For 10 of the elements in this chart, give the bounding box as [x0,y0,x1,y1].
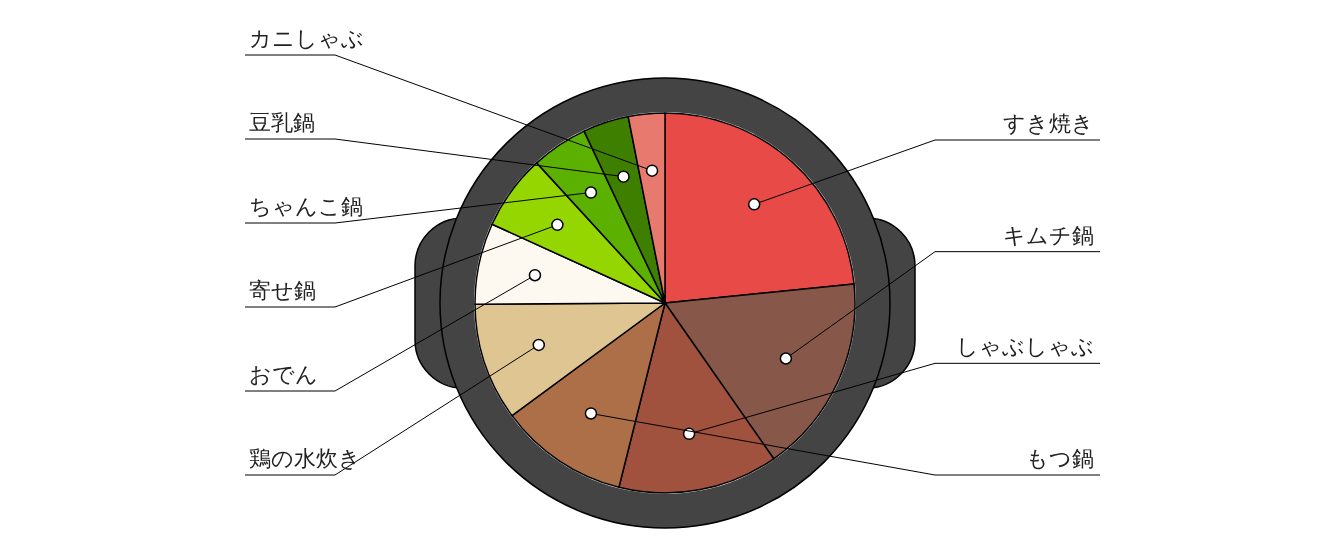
slice-label: もつ鍋 [1026,446,1094,471]
slice-label: 鶏の水炊き [249,446,361,471]
slice-label: カニしゃぶ [249,26,364,51]
slice-label: ちゃんこ鍋 [249,194,363,219]
slice-label: すき焼き [1003,111,1094,136]
slice-label: キムチ鍋 [1003,222,1094,248]
slice-label: しゃぶしゃぶ [956,334,1094,360]
slice-label: おでん [249,362,318,387]
slice-label: 寄せ鍋 [249,278,316,303]
slice-label: 豆乳鍋 [249,110,315,135]
